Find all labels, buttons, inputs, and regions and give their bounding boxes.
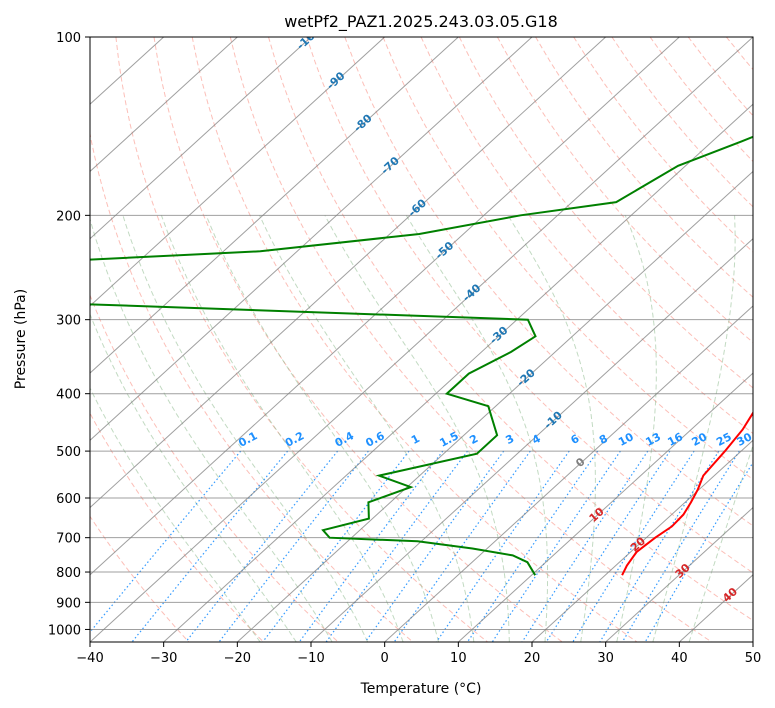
isotherm-line (90, 37, 238, 173)
isotherm-line (90, 37, 753, 642)
mixing-ratio-line (393, 450, 531, 642)
dry-adiabat-line (268, 37, 753, 622)
y-tick-label: 700 (56, 532, 81, 547)
x-tick-label: −20 (224, 651, 251, 666)
mixing-ratio-label: 13 (643, 430, 663, 449)
mixing-ratio-line (90, 450, 242, 633)
plot-frame (89, 36, 754, 643)
x-axis-label: Temperature (°C) (360, 681, 482, 697)
y-axis-ticks: 100 200 300 400 500 600 700 800 900 1000 (48, 31, 90, 638)
y-tick-label: 400 (56, 388, 81, 403)
isotherm-line (236, 170, 753, 642)
isotherm-line (90, 37, 607, 509)
mixing-ratio-label: 20 (690, 430, 710, 449)
isotherm-line (531, 439, 753, 642)
y-tick-label: 900 (56, 596, 81, 611)
y-tick-label: 200 (56, 209, 81, 224)
dry-adiabat-line (90, 131, 414, 642)
moist-adiabat-line (90, 217, 333, 642)
x-tick-label: 50 (745, 651, 762, 666)
moist-adiabats (90, 215, 753, 642)
x-tick-label: −40 (76, 651, 103, 666)
dry-adiabat-line (153, 37, 563, 642)
moist-adiabat-line (616, 215, 657, 642)
x-tick-label: 10 (450, 651, 467, 666)
moist-adiabat-line (688, 444, 753, 642)
mixing-ratio-line (298, 450, 444, 642)
x-tick-label: 40 (671, 651, 688, 666)
dry-adiabat-line (229, 37, 712, 642)
mixing-ratio-label: 10 (616, 430, 636, 449)
isotherm-line (90, 37, 533, 442)
x-tick-label: −30 (150, 651, 177, 666)
mixing-ratio-line (621, 450, 740, 642)
x-tick-label: −10 (297, 651, 324, 666)
isotherm-line (90, 37, 312, 240)
isotherm-line (384, 305, 753, 642)
isotherm-line (605, 506, 753, 642)
x-axis-ticks: −40 −30 −20 −10 0 10 20 30 40 50 (76, 642, 761, 666)
y-tick-label: 600 (56, 492, 81, 507)
dry-adiabat-line (191, 37, 638, 642)
temperature-line (621, 411, 753, 576)
mixing-ratio-line (325, 450, 468, 642)
dewpoint-line (90, 135, 753, 576)
mixing-ratio-line (218, 450, 369, 642)
dry-adiabat-line (90, 293, 339, 642)
isotherm-line (90, 37, 459, 374)
mixing-ratio-label: 25 (714, 430, 734, 449)
y-axis-label: Pressure (hPa) (13, 289, 29, 389)
dry-adiabat-line (535, 37, 753, 298)
moist-adiabat-line (122, 215, 369, 642)
dry-adiabat-line (90, 412, 264, 642)
y-tick-label: 100 (56, 31, 81, 46)
y-tick-label: 800 (56, 566, 81, 581)
isotherm-line (90, 37, 680, 576)
y-tick-label: 300 (56, 314, 81, 329)
moist-adiabat-line (90, 313, 297, 642)
isotherm-line (457, 372, 753, 642)
mixing-ratio-line (599, 450, 720, 642)
x-tick-label: 20 (524, 651, 541, 666)
mixing-ratio-label: 30 (735, 430, 755, 449)
isotherm-line (90, 37, 386, 307)
dry-adiabat-line (115, 37, 488, 642)
mixing-ratio-line (521, 450, 649, 642)
moist-adiabat-line (405, 215, 549, 642)
y-tick-label: 500 (56, 445, 81, 460)
moist-adiabat-line (259, 215, 475, 642)
y-tick-label: 1000 (48, 623, 81, 638)
pressure-gridlines (90, 37, 753, 630)
dry-adiabats (90, 37, 753, 642)
plot-area: -100-90-80-70-60-50-40-30-20-10010203040… (90, 37, 755, 642)
dry-adiabat-line (90, 515, 190, 642)
moist-adiabat-line (507, 215, 596, 642)
x-tick-label: 0 (381, 651, 389, 666)
mixing-ratio-line (185, 450, 339, 642)
sounding-series (90, 135, 753, 576)
moist-adiabat-line (652, 215, 736, 642)
dry-adiabat-line (382, 37, 753, 481)
chart-title: wetPf2_PAZ1.2025.243.03.05.G18 (284, 12, 558, 32)
mixing-ratio-line (435, 450, 570, 642)
isotherm-line (163, 103, 753, 642)
moist-adiabat-line (160, 215, 404, 642)
x-tick-label: 30 (597, 651, 614, 666)
mixing-ratio-label: 16 (665, 430, 685, 449)
mixing-ratio-line (466, 450, 599, 642)
